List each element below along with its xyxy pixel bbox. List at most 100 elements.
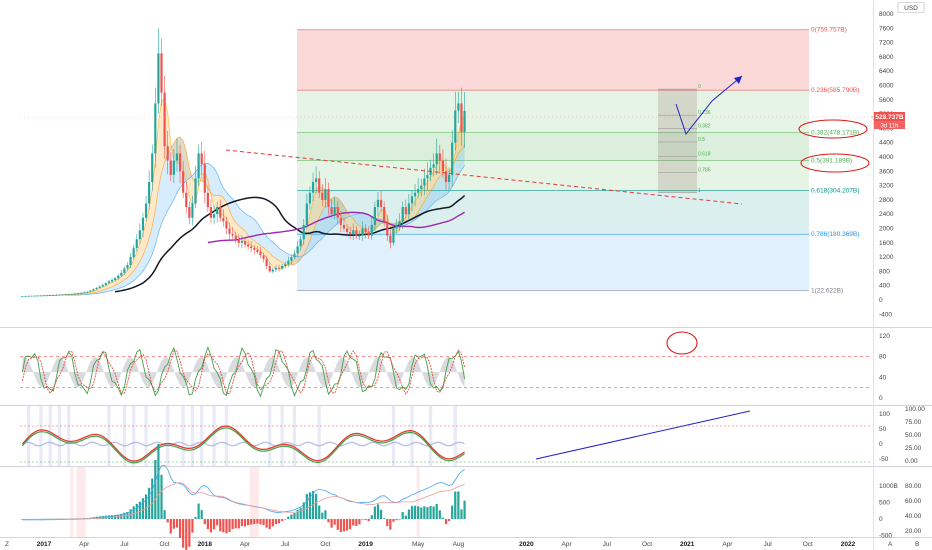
fib-retracement[interactable]: 0(759.757B) 0.236(585.790B) 0.382(478.171B… <box>297 27 859 295</box>
candle <box>250 246 253 249</box>
highlight-zones <box>26 406 457 537</box>
macd-histogram-bar <box>463 500 466 519</box>
macd-histogram-bar <box>324 510 327 519</box>
currency-label[interactable]: USD <box>904 5 918 12</box>
candle <box>386 221 389 236</box>
moving-averages <box>34 98 466 297</box>
macd-histogram-bar <box>212 519 216 530</box>
candle <box>324 189 327 200</box>
candle <box>454 110 457 143</box>
macd-axis-tick-right: 20.00 <box>905 528 922 535</box>
candle <box>441 160 445 172</box>
candle <box>296 246 299 254</box>
macd-histogram-bar <box>432 506 435 519</box>
candles <box>21 28 466 297</box>
price-axis-tick: 3200 <box>879 183 894 190</box>
candle <box>209 207 213 218</box>
price-axis-tick: 5600 <box>879 97 894 104</box>
macd-histogram-bar <box>444 519 448 525</box>
macd-histogram-bar <box>160 474 163 519</box>
macd-histogram-bar <box>163 510 166 519</box>
macd-axis-tick: 500 <box>879 500 890 507</box>
highlight-zone <box>391 406 396 466</box>
time-axis-label: Apr <box>722 541 733 548</box>
fib-band <box>297 234 809 291</box>
macd-histogram-bar <box>330 519 333 528</box>
annotation-circle <box>798 119 868 139</box>
macd-histogram-bar <box>336 519 339 530</box>
candle <box>64 294 67 296</box>
candle <box>101 284 104 287</box>
stoch-axis-tick: 120 <box>879 333 890 340</box>
candle <box>327 189 330 208</box>
macd-histogram-bar <box>441 517 445 519</box>
corner-left-label[interactable]: Z <box>5 541 9 548</box>
fib-level-label: 0(759.757B) <box>811 27 847 34</box>
candle <box>318 178 321 193</box>
macd-histogram-bar <box>398 519 401 520</box>
macd-histogram-bar <box>138 501 141 519</box>
candle <box>21 296 24 297</box>
candle <box>361 228 364 236</box>
macd-histogram-bar <box>178 519 182 539</box>
ma-line-mid <box>47 136 465 297</box>
highlight-zone <box>249 467 253 537</box>
highlight-zone <box>252 467 256 537</box>
macd-histogram-bar <box>265 519 268 528</box>
time-axis-label: 2017 <box>37 541 52 548</box>
mini-fib-zone <box>658 89 697 193</box>
macd-histogram-bar <box>321 512 324 519</box>
price-axis-tick: 1200 <box>879 254 894 261</box>
highlight-zone <box>82 467 86 537</box>
osc-baseline <box>22 441 465 447</box>
time-axis-label: Oct <box>642 541 652 548</box>
candle <box>58 294 61 296</box>
macd-axis-tick-right: 60.00 <box>905 498 922 505</box>
fib-band <box>297 29 809 91</box>
macd-histogram-bar <box>370 515 373 519</box>
candle <box>36 295 39 297</box>
log-scale-toggle[interactable]: B <box>915 541 919 548</box>
macd-histogram-bar <box>339 519 342 533</box>
candle <box>240 241 244 243</box>
macd-axis-tick: -500 <box>879 533 892 540</box>
candle <box>70 293 73 295</box>
candle <box>355 230 358 236</box>
macd-histogram-bar <box>417 506 420 519</box>
candle <box>256 249 259 252</box>
macd-histogram-bar <box>345 519 349 531</box>
macd-histogram-bar <box>253 519 256 524</box>
macd-histogram-bar <box>401 512 404 519</box>
candle <box>154 103 157 154</box>
auto-scale-toggle[interactable]: A <box>888 541 893 548</box>
time-axis-label: Jul <box>763 541 772 548</box>
bar-countdown: 3d 11h <box>881 124 899 130</box>
candle <box>182 171 185 193</box>
drawings[interactable] <box>20 75 873 460</box>
osc-axis-tick-right: 75.00 <box>905 419 922 426</box>
candle <box>342 224 346 229</box>
highlight-zone <box>57 406 62 466</box>
candle <box>376 199 380 208</box>
price-axis-tick: 7200 <box>879 40 894 47</box>
macd-histogram-bar <box>182 519 185 548</box>
macd-histogram-bar <box>420 507 423 519</box>
currency-badge[interactable] <box>897 2 925 13</box>
candle <box>302 224 305 240</box>
macd-histogram-bar <box>240 519 244 527</box>
candle <box>148 182 151 204</box>
candle <box>216 207 219 215</box>
candle <box>373 207 376 225</box>
candle <box>73 293 77 295</box>
candle <box>107 281 111 284</box>
candle <box>265 258 268 267</box>
candle <box>89 290 92 292</box>
time-axis-label: May <box>412 541 425 548</box>
candle <box>76 293 80 295</box>
candle <box>447 174 451 183</box>
highlight-zone <box>416 467 420 537</box>
macd-histogram-bar <box>364 519 367 521</box>
highlight-zone <box>67 406 71 466</box>
candle <box>86 291 89 293</box>
